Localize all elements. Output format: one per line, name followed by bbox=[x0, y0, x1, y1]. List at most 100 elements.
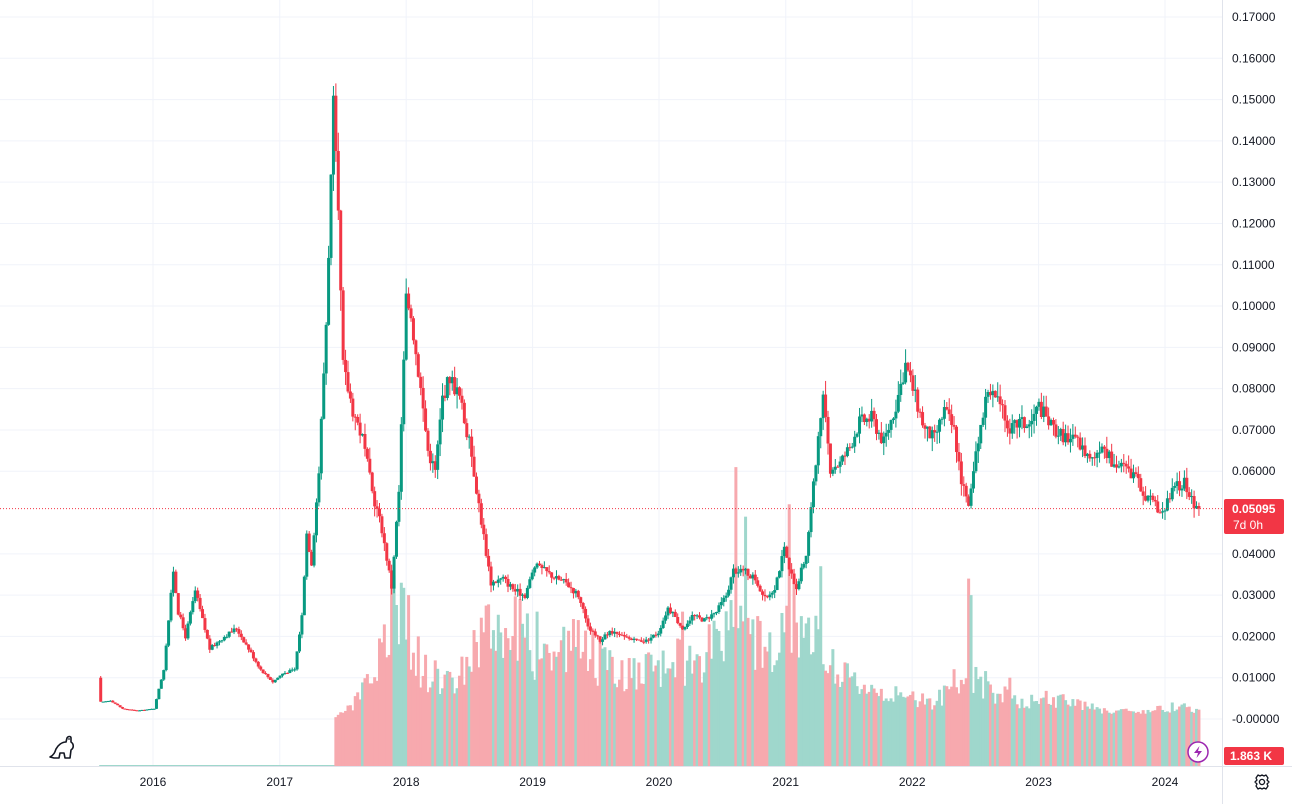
volume-bar bbox=[176, 765, 180, 766]
candle-body bbox=[135, 710, 139, 712]
volume-bar bbox=[1076, 699, 1080, 766]
candle-body bbox=[232, 628, 236, 633]
candle-body bbox=[1110, 451, 1114, 467]
candle-body bbox=[615, 631, 619, 634]
volume-bar bbox=[945, 686, 949, 766]
volume-bar bbox=[690, 673, 694, 766]
volume-bar bbox=[947, 689, 951, 766]
candle-body bbox=[1015, 420, 1019, 428]
candle-body bbox=[557, 576, 561, 580]
volume-bar bbox=[324, 765, 328, 766]
candle-body bbox=[317, 473, 321, 503]
volume-bar bbox=[860, 689, 864, 766]
candle-body bbox=[147, 709, 151, 711]
volume-bar bbox=[1071, 699, 1075, 766]
volume-bar bbox=[436, 668, 440, 766]
candle-body bbox=[295, 651, 299, 670]
candle-body bbox=[137, 710, 141, 712]
candle-body bbox=[145, 709, 149, 711]
candle-body bbox=[445, 377, 449, 398]
candle-body bbox=[955, 426, 959, 453]
volume-bar bbox=[181, 765, 185, 766]
volume-bar bbox=[247, 765, 251, 766]
candle-body bbox=[719, 602, 723, 606]
volume-bar bbox=[135, 765, 139, 766]
y-tick-label: 0.15000 bbox=[1232, 93, 1276, 107]
lightning-icon[interactable] bbox=[1187, 741, 1209, 763]
volume-bar bbox=[1061, 694, 1065, 766]
candle-body bbox=[1073, 434, 1077, 437]
time-axis[interactable]: 2016 2017 2018 2019 2020 2021 2022 2023 2024 bbox=[140, 775, 1179, 789]
volume-bar bbox=[1090, 703, 1094, 766]
candle-body bbox=[899, 383, 903, 395]
volume-bar bbox=[821, 664, 825, 766]
candle-body bbox=[564, 579, 568, 583]
dinosaur-icon[interactable] bbox=[49, 735, 75, 759]
x-tick-label: 2021 bbox=[772, 775, 799, 789]
candle-body bbox=[462, 402, 466, 424]
candle-body bbox=[593, 631, 597, 636]
volume-bar bbox=[681, 611, 685, 766]
candle-body bbox=[923, 425, 927, 429]
volume-bar bbox=[273, 765, 277, 766]
candle-body bbox=[758, 585, 762, 592]
volume-bar bbox=[382, 624, 386, 766]
candle-body bbox=[996, 396, 1000, 398]
volume-bar bbox=[700, 682, 704, 766]
candle-body bbox=[261, 669, 265, 674]
candle-body bbox=[1008, 428, 1012, 434]
candle-body bbox=[530, 572, 534, 580]
candle-body bbox=[947, 409, 951, 415]
candle-body bbox=[1148, 495, 1152, 497]
volume-bar bbox=[797, 657, 801, 766]
y-tick-label: 0.02000 bbox=[1232, 629, 1276, 643]
candle-body bbox=[234, 628, 238, 630]
volume-bar bbox=[688, 645, 692, 766]
volume-bar bbox=[1139, 713, 1143, 766]
volume-bar bbox=[904, 697, 908, 766]
volume-bar bbox=[314, 765, 318, 766]
candle-body bbox=[1100, 446, 1104, 453]
volume-bar bbox=[894, 686, 898, 766]
candle-body bbox=[763, 594, 767, 597]
volume-bar bbox=[1168, 712, 1172, 766]
volume-bar bbox=[1158, 705, 1162, 766]
volume-bar bbox=[1163, 712, 1167, 766]
candle-body bbox=[712, 613, 716, 615]
gear-icon[interactable] bbox=[1254, 774, 1270, 790]
volume-bar bbox=[588, 659, 592, 766]
volume-bar bbox=[116, 765, 120, 766]
candle-body bbox=[853, 436, 857, 447]
volume-bar bbox=[787, 504, 791, 766]
candle-body bbox=[1081, 445, 1085, 450]
candle-body bbox=[118, 705, 122, 708]
volume-bar bbox=[714, 628, 718, 766]
candle-body bbox=[882, 436, 886, 444]
volume-bar bbox=[101, 765, 105, 766]
volume-bar bbox=[1170, 702, 1174, 766]
volume-bar bbox=[731, 626, 735, 766]
price-axis[interactable]: 0.17000 0.16000 0.15000 0.14000 0.13000 0.120… bbox=[1232, 10, 1280, 726]
volume-bar bbox=[213, 765, 217, 766]
volume-bar bbox=[1039, 698, 1043, 766]
candle-body bbox=[591, 630, 595, 632]
candle-body bbox=[302, 576, 306, 616]
candle-body bbox=[334, 95, 338, 152]
candle-body bbox=[787, 557, 791, 570]
volume-bar bbox=[988, 684, 992, 766]
candle-body bbox=[785, 546, 789, 558]
volume-bar bbox=[1027, 708, 1031, 766]
volume-bar bbox=[1112, 712, 1116, 766]
volume-bar bbox=[933, 705, 937, 766]
candle-body bbox=[724, 595, 728, 598]
volume-bar bbox=[99, 765, 103, 766]
candle-body bbox=[1003, 405, 1007, 421]
candle-body bbox=[157, 688, 161, 700]
volume-bar bbox=[984, 671, 988, 766]
volume-bar bbox=[794, 622, 798, 766]
volume-bar bbox=[302, 765, 306, 766]
volume-bar bbox=[264, 765, 268, 766]
candle-body bbox=[916, 389, 920, 412]
